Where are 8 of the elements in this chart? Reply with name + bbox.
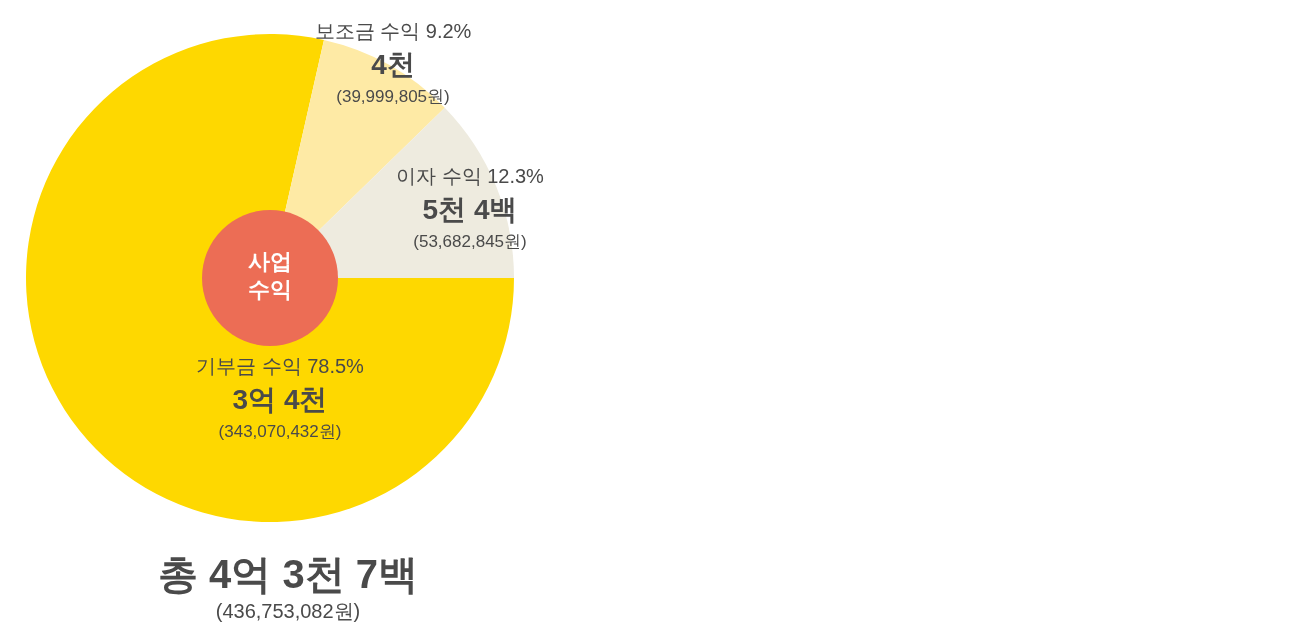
slice-label: 이자 수익 12.3% (396, 165, 545, 187)
text: 총 4억 3천 7백 (436,753,082원) (157, 552, 419, 622)
data-label: 5천 4백 (53,682,845원) (413, 194, 527, 251)
slice-label: 보조금 수익 9.2% (314, 20, 472, 42)
data-label: 3억 4천 (343,070,432원) (218, 384, 342, 441)
text: 사업 수익 (248, 249, 292, 302)
slice-label: 기부금 수익 78.5% (196, 355, 365, 377)
data-label: 4천 (39,999,805원) (336, 49, 450, 106)
